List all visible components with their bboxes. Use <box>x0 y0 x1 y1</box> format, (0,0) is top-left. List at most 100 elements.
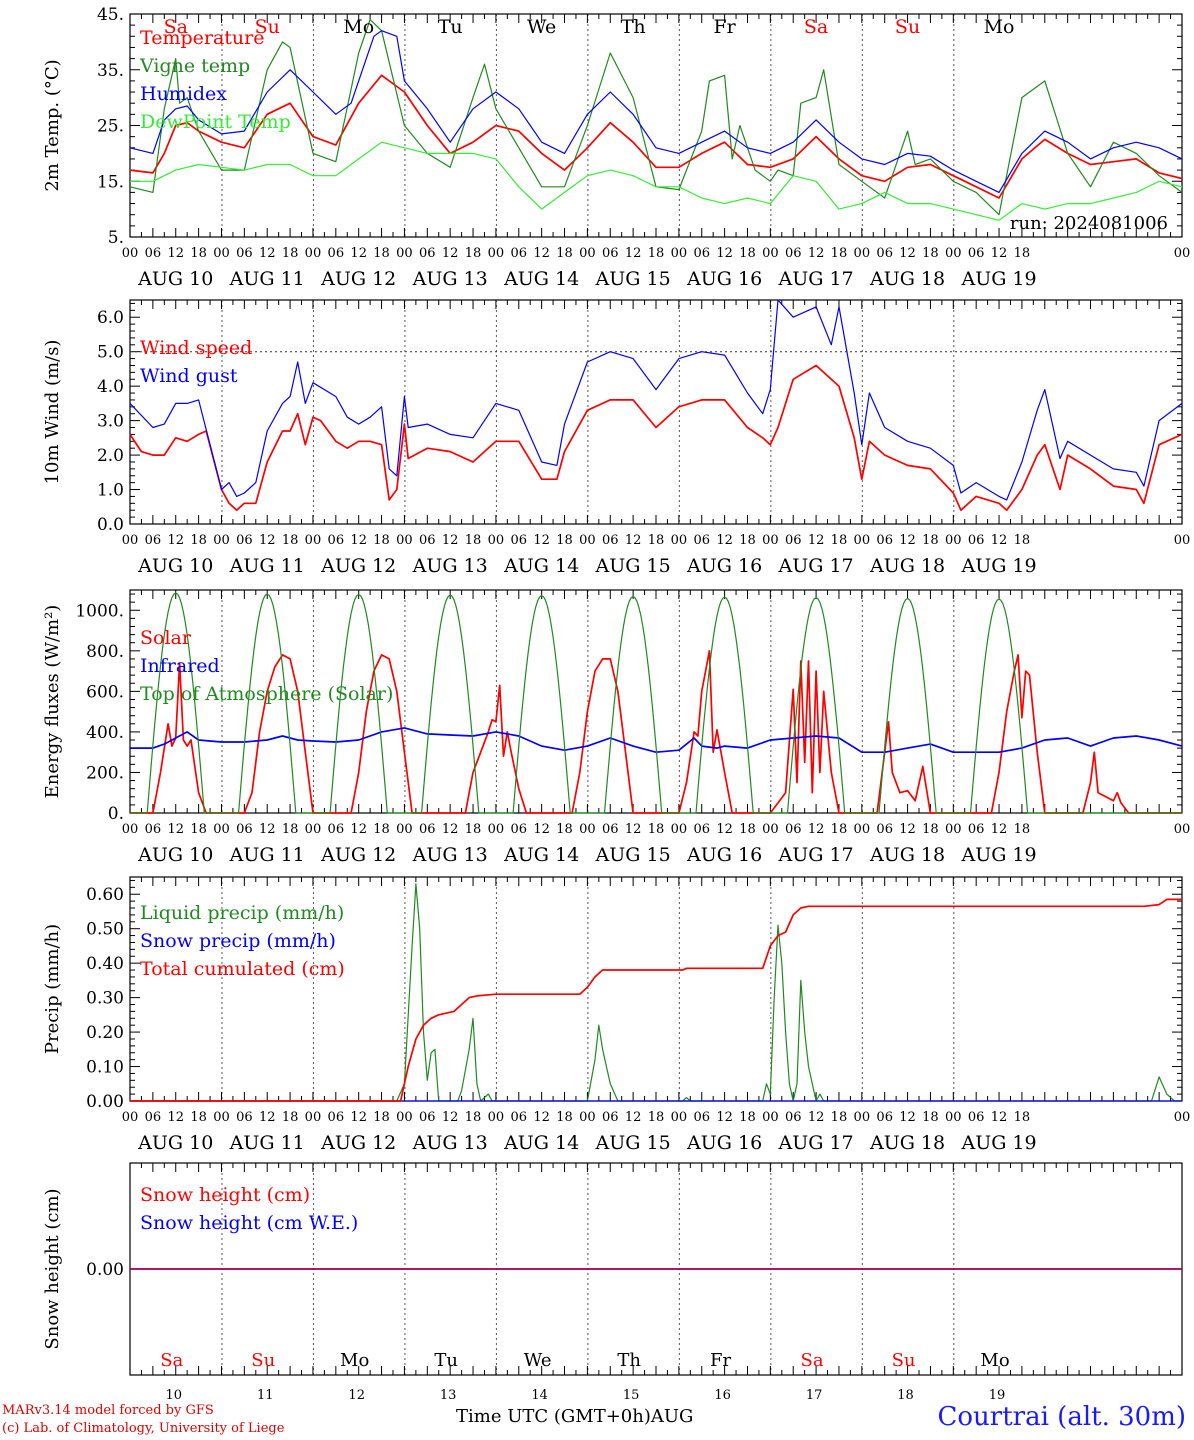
hour-tick-label: 00 <box>396 246 413 261</box>
hour-tick-label: 00 <box>305 246 322 261</box>
legend-entry: Temperature <box>140 27 264 49</box>
hour-tick-label: 06 <box>876 533 893 548</box>
date-label: AUG 10 <box>137 268 213 290</box>
hour-tick-label: 18 <box>922 246 939 261</box>
hour-tick-label: 18 <box>556 1110 573 1125</box>
hour-tick-label: 18 <box>739 246 756 261</box>
date-label: AUG 12 <box>320 268 396 290</box>
hour-tick-label: 18 <box>190 246 207 261</box>
hour-tick-label: 12 <box>350 533 367 548</box>
hour-tick-label: 18 <box>1014 1110 1031 1125</box>
y-tick-label: 0.10 <box>86 1058 124 1078</box>
hour-tick-label: 06 <box>968 1110 985 1125</box>
y-tick-label: 0.40 <box>86 954 124 974</box>
date-label: AUG 17 <box>778 844 854 866</box>
hour-tick-label: 00 <box>854 1110 871 1125</box>
hour-tick-label: 18 <box>465 1110 482 1125</box>
hour-tick-label: 18 <box>739 533 756 548</box>
hour-tick-label: 18 <box>648 822 665 837</box>
hour-tick-label: 06 <box>145 533 162 548</box>
hour-tick-label: 18 <box>1014 246 1031 261</box>
chart-panel-4: 0.00 0.10 0.20 0.30 0.40 0.50 0.60 Precip (mm/h… <box>42 876 1190 1154</box>
y-tick-label: 1.0 <box>97 481 124 501</box>
hour-tick-label: 06 <box>511 822 528 837</box>
date-label: AUG 13 <box>412 844 488 866</box>
series-line-dewpoint-temp <box>130 141 1183 221</box>
hour-tick-label: 12 <box>350 822 367 837</box>
hour-tick-label: 00 <box>488 533 505 548</box>
day-number: 10 <box>165 1388 182 1403</box>
y-tick-label: 0.00 <box>86 1092 124 1112</box>
hour-tick-label: 00 <box>945 246 962 261</box>
date-label: AUG 16 <box>686 268 762 290</box>
hour-tick-label: 06 <box>602 1110 619 1125</box>
chart-panel-1: 5. 15. 25. 35. 45. 2m Temp. (°C) Temperature Vi… <box>42 5 1190 290</box>
date-label: AUG 14 <box>503 1132 579 1154</box>
legend-entry: Snow precip (mm/h) <box>140 930 336 952</box>
hour-tick-label: 18 <box>282 246 299 261</box>
hour-tick-label: 12 <box>350 246 367 261</box>
chart-panel-2: 0.0 1.0 2.0 3.0 4.0 5.0 6.0 10m Wind (m/s) Wind … <box>42 299 1190 577</box>
hour-tick-label: 18 <box>190 533 207 548</box>
hour-tick-label: 12 <box>442 533 459 548</box>
day-name: Tu <box>438 16 463 38</box>
hour-tick-label: 00 <box>213 1110 230 1125</box>
hour-tick-label: 18 <box>556 533 573 548</box>
day-number: 19 <box>989 1388 1006 1403</box>
series-line-vigne-temp <box>129 19 1183 216</box>
hour-tick-label: 12 <box>991 822 1008 837</box>
date-label: AUG 10 <box>137 555 213 577</box>
date-label: AUG 17 <box>778 1132 854 1154</box>
y-axis-title: 10m Wind (m/s) <box>42 340 63 485</box>
hour-tick-label: 00 <box>671 533 688 548</box>
y-tick-label: 200. <box>86 763 124 783</box>
series-line-temperature <box>129 74 1183 199</box>
hour-tick-label: 18 <box>190 1110 207 1125</box>
hour-tick-label: 18 <box>831 533 848 548</box>
hour-tick-label: 18 <box>648 246 665 261</box>
hour-tick-label: 06 <box>876 1110 893 1125</box>
date-label: AUG 12 <box>320 555 396 577</box>
hour-tick-label: 00 <box>854 246 871 261</box>
hour-tick-label: 12 <box>259 533 276 548</box>
hour-tick-label: 18 <box>831 822 848 837</box>
hour-tick-label: 06 <box>236 246 253 261</box>
day-name: Mo <box>343 16 374 38</box>
hour-tick-label: 12 <box>808 246 825 261</box>
hour-tick-label: 00 <box>671 822 688 837</box>
day-name: Fr <box>713 16 736 38</box>
hour-tick-label: 00 <box>762 1110 779 1125</box>
hour-tick-label: 00 <box>579 533 596 548</box>
hour-tick-label: 00 <box>396 533 413 548</box>
day-number: 18 <box>897 1388 914 1403</box>
y-axis-title: Energy fluxes (W/m²) <box>42 605 63 799</box>
date-label: AUG 11 <box>229 1132 305 1154</box>
y-tick-label: 0.00 <box>86 1260 124 1280</box>
series-line-humidex <box>129 30 1183 193</box>
hour-tick-label: 06 <box>419 822 436 837</box>
y-tick-label: 0. <box>108 804 124 824</box>
hour-tick-label: 06 <box>511 246 528 261</box>
date-label: AUG 18 <box>869 268 945 290</box>
hour-tick-label: 00 <box>1174 246 1191 261</box>
hour-tick-label: 00 <box>579 246 596 261</box>
hour-tick-label: 00 <box>305 1110 322 1125</box>
y-tick-label: 3.0 <box>97 412 124 432</box>
hour-tick-label: 12 <box>991 533 1008 548</box>
day-name: Su <box>251 1350 275 1371</box>
series-line-total-cumulated-cm <box>130 898 1182 1102</box>
hour-tick-label: 06 <box>419 246 436 261</box>
hour-tick-label: 06 <box>602 246 619 261</box>
date-label: AUG 19 <box>960 555 1036 577</box>
hour-tick-label: 18 <box>556 246 573 261</box>
hour-tick-label: 06 <box>328 1110 345 1125</box>
hour-tick-label: 18 <box>739 1110 756 1125</box>
hour-tick-label: 00 <box>305 822 322 837</box>
date-label: AUG 14 <box>503 555 579 577</box>
day-number: 11 <box>257 1388 274 1403</box>
y-tick-label: 800. <box>86 642 124 662</box>
day-number: 13 <box>440 1388 457 1403</box>
hour-tick-label: 18 <box>1014 822 1031 837</box>
hour-tick-label: 06 <box>236 1110 253 1125</box>
run-annotation: run: 2024081006 <box>1010 213 1168 234</box>
